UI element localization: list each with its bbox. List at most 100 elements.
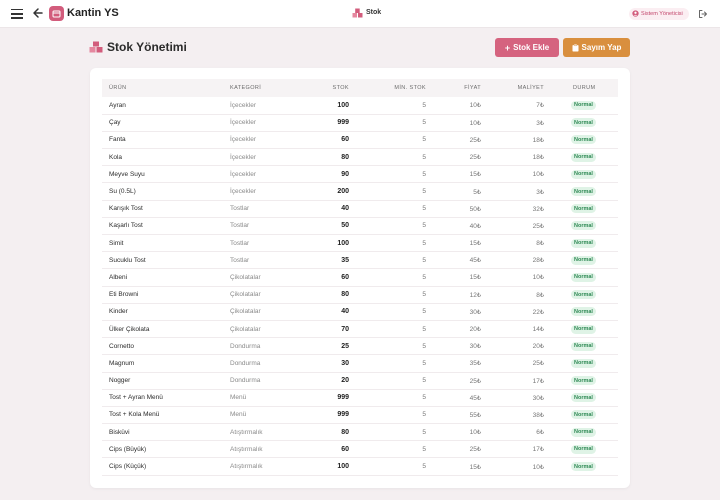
price: 15₺ [469,240,481,248]
status-cell: Normal [562,338,618,355]
cost: 17₺ [532,377,544,385]
min-stock: 5 [422,239,426,247]
column-header-stock[interactable]: STOK [332,85,349,91]
cost: 18₺ [532,154,544,162]
product-name: Ülker Çikolata [109,325,150,333]
table-row[interactable]: Tost + Kola Menü Menü 999 5 55₺ 38₺ Normal [102,406,618,424]
min-stock: 5 [422,205,426,213]
price: 55₺ [469,411,481,419]
column-header-price[interactable]: FİYAT [464,85,481,91]
column-header-cost[interactable]: MALİYET [517,85,544,91]
current-page-label: Stok [366,9,382,16]
add-stock-button[interactable]: + Stok Ekle [495,38,559,57]
table-row[interactable]: Su (0.5L) İçecekler 200 5 5₺ 3₺ Normal [102,183,618,201]
min-stock: 5 [422,428,426,436]
product-category: Çikolatalar [230,325,261,333]
price: 15₺ [469,274,481,282]
table-row[interactable]: Ayran İçecekler 100 5 10₺ 7₺ Normal [102,97,618,115]
min-stock: 5 [422,256,426,264]
min-stock: 5 [422,101,426,109]
column-header-status[interactable]: DURUM [573,85,596,91]
table-row[interactable]: Fanta İçecekler 60 5 25₺ 18₺ Normal [102,131,618,149]
table-row[interactable]: Kinder Çikolatalar 40 5 30₺ 22₺ Normal [102,303,618,321]
cost: 32₺ [532,205,544,213]
app-name[interactable]: Kantin YS [67,7,119,19]
table-row[interactable]: Meyve Suyu İçecekler 90 5 15₺ 10₺ Normal [102,166,618,183]
cost: 25₺ [532,222,544,230]
table-row[interactable]: Sucuklu Tost Tostlar 35 5 45₺ 28₺ Normal [102,252,618,269]
table-row[interactable]: Eti Browni Çikolatalar 80 5 12₺ 8₺ Normal [102,286,618,304]
product-name: Kola [109,153,123,161]
status-cell: Normal [562,252,618,269]
column-header-product[interactable]: ÜRÜN [109,85,127,91]
product-category: Tostlar [230,256,250,264]
table-row[interactable]: Bisküvi Atıştırmalık 80 5 10₺ 6₺ Normal [102,424,618,441]
product-category: Atıştırmalık [230,463,263,471]
price: 30₺ [469,308,481,316]
table-row[interactable]: Kaşarlı Tost Tostlar 50 5 40₺ 25₺ Normal [102,217,618,235]
user-circle-icon [632,10,639,17]
status-badge: Normal [571,427,596,437]
user-role-badge[interactable]: Sistem Yöneticisi [629,8,689,20]
status-badge: Normal [571,204,596,214]
store-icon[interactable] [49,6,64,21]
table-row[interactable]: Albeni Çikolatalar 60 5 15₺ 10₺ Normal [102,269,618,287]
stock-count-button[interactable]: Sayım Yap [563,38,630,57]
status-cell: Normal [562,458,618,475]
boxes-icon [352,8,363,18]
column-header-min-stock[interactable]: MİN. STOK [394,85,426,91]
arrow-left-icon[interactable] [31,6,45,20]
status-cell: Normal [562,235,618,252]
table-row[interactable]: Kola İçecekler 80 5 25₺ 18₺ Normal [102,149,618,166]
product-category: İçecekler [230,153,257,161]
status-badge: Normal [571,221,596,231]
table-row[interactable]: Cips (Küçük) Atıştırmalık 100 5 15₺ 10₺ Normal [102,458,618,476]
product-category: Atıştırmalık [230,428,263,436]
status-badge: Normal [571,444,596,454]
stock-quantity: 60 [341,273,349,281]
stock-quantity: 999 [337,394,349,402]
product-name: Su (0.5L) [109,188,136,196]
table-row[interactable]: Cips (Büyük) Atıştırmalık 60 5 25₺ 17₺ Normal [102,441,618,458]
product-name: Sucuklu Tost [109,256,146,264]
product-name: Simit [109,239,124,247]
product-category: İçecekler [230,119,257,127]
status-badge: Normal [571,169,596,179]
cost: 22₺ [532,308,544,316]
min-stock: 5 [422,411,426,419]
table-row[interactable]: Magnum Dondurma 30 5 35₺ 25₺ Normal [102,355,618,372]
price: 35₺ [469,360,481,368]
product-category: Menü [230,411,247,419]
status-cell: Normal [562,131,618,148]
price: 20₺ [469,326,481,334]
top-bar: Kantin YS Stok Sistem Yöneticisi [0,0,720,28]
min-stock: 5 [422,291,426,299]
logout-icon[interactable] [698,9,708,19]
price: 15₺ [469,463,481,471]
product-name: Tost + Ayran Menü [109,394,163,402]
status-cell: Normal [562,441,618,458]
product-category: Tostlar [230,205,250,213]
hamburger-icon[interactable] [11,9,23,19]
table-row[interactable]: Nogger Dondurma 20 5 25₺ 17₺ Normal [102,372,618,390]
stock-quantity: 35 [341,256,349,264]
product-name: Albeni [109,273,128,281]
table-row[interactable]: Cornetto Dondurma 25 5 30₺ 20₺ Normal [102,338,618,355]
min-stock: 5 [422,188,426,196]
table-row[interactable]: Tost + Ayran Menü Menü 999 5 45₺ 30₺ Normal [102,389,618,407]
stock-table-card: ÜRÜN KATEGORİ STOK MİN. STOK FİYAT MALİY… [90,68,630,488]
stock-table-body: Ayran İçecekler 100 5 10₺ 7₺ Normal Çay İçecekle… [102,97,618,476]
status-badge: Normal [571,410,596,420]
stock-quantity: 50 [341,222,349,230]
add-stock-label: Stok Ekle [513,43,550,52]
table-row[interactable]: Çay İçecekler 999 5 10₺ 3₺ Normal [102,114,618,132]
status-cell: Normal [562,166,618,183]
product-category: İçecekler [230,101,257,109]
cost: 3₺ [536,119,544,127]
status-badge: Normal [571,290,596,300]
status-badge: Normal [571,255,596,265]
table-row[interactable]: Ülker Çikolata Çikolatalar 70 5 20₺ 14₺ Normal [102,320,618,338]
table-row[interactable]: Karışık Tost Tostlar 40 5 50₺ 32₺ Normal [102,200,618,218]
column-header-category[interactable]: KATEGORİ [230,85,262,91]
table-row[interactable]: Simit Tostlar 100 5 15₺ 8₺ Normal [102,235,618,252]
